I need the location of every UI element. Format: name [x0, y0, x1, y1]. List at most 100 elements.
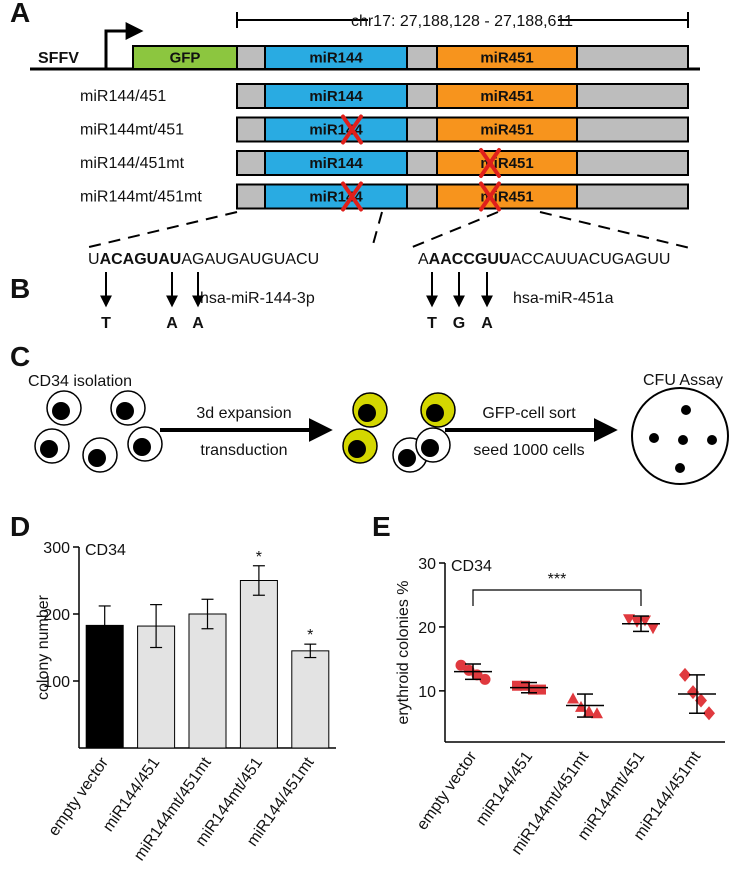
nucleus — [358, 404, 376, 422]
y-tick-label: 10 — [418, 684, 436, 701]
promoter-label: SFFV — [38, 50, 79, 67]
mir451-box — [436, 150, 578, 176]
nucleus — [421, 439, 439, 457]
cross-stroke — [479, 181, 501, 212]
sequence-part: ACAGUAU — [100, 251, 182, 268]
error-bar — [201, 598, 214, 630]
step-label: CFU Assay — [643, 372, 723, 389]
chart-title: CD34 — [85, 542, 126, 559]
step-label: transduction — [200, 442, 287, 459]
error-bar — [689, 674, 705, 714]
error-bar — [304, 643, 317, 659]
mutation-cross — [341, 181, 363, 212]
zoom-lines — [84, 211, 691, 249]
colonies — [649, 405, 717, 473]
panel-label: D — [10, 511, 30, 542]
data-point — [703, 706, 715, 721]
nucleus — [133, 438, 151, 456]
mutation-base: A — [166, 315, 178, 332]
significance-label: * — [256, 549, 262, 566]
bracket-gap — [368, 9, 558, 31]
construct-label: miR144mt/451 — [80, 122, 184, 139]
step-label: GFP-cell sort — [482, 405, 576, 422]
significance-label: * — [307, 627, 313, 644]
panel-label: C — [10, 341, 30, 372]
nucleus — [40, 440, 58, 458]
error-bar — [577, 693, 593, 718]
construct-label: miR144mt/451mt — [80, 189, 202, 206]
mutation-base: T — [101, 315, 111, 332]
data-point — [591, 707, 603, 719]
y-tick-label: 100 — [43, 674, 70, 691]
step-label: seed 1000 cells — [473, 442, 584, 459]
step-label: 3d expansion — [196, 405, 291, 422]
panel-label: B — [10, 273, 30, 304]
mir144-box — [264, 150, 408, 176]
nucleus — [426, 404, 444, 422]
data-point — [575, 700, 587, 712]
sequence: AAACCGUUACCAUUACUGAGUU — [418, 251, 670, 268]
data-point — [647, 623, 659, 635]
promoter-arrow — [104, 22, 144, 68]
construct-label: miR144/451 — [80, 88, 166, 105]
cross-stroke — [479, 148, 501, 178]
cross-stroke — [341, 114, 363, 145]
mir451-box — [436, 45, 578, 70]
bar — [188, 613, 227, 749]
mir451-label: miR451 — [480, 50, 533, 67]
mir144-box — [264, 183, 408, 210]
mir144-label: miR144 — [309, 50, 363, 67]
mir144-label: miR144 — [309, 88, 363, 105]
nucleus — [52, 402, 70, 420]
step-label: CD34 isolation — [28, 373, 132, 390]
mutation-cross — [479, 181, 501, 212]
mir451-box — [436, 116, 578, 143]
mir144-box — [264, 116, 408, 143]
nucleus — [398, 449, 416, 467]
sequence: UACAGUAUAGAUGAUGUACU — [88, 251, 319, 268]
sequence-part: ACCAUUACUGAGUU — [510, 251, 670, 268]
y-tick-label: 300 — [43, 540, 70, 557]
mirna-name: hsa-miR-144-3p — [200, 290, 315, 307]
data-point — [631, 616, 643, 628]
mir144-label: miR144 — [309, 155, 363, 172]
mirna-name: hsa-miR-451a — [513, 290, 614, 307]
mutation-base: T — [427, 315, 437, 332]
nucleus — [88, 449, 106, 467]
sequence-part: AGAUGAUGUACU — [181, 251, 319, 268]
significance-label: *** — [548, 571, 567, 588]
mir144-box — [264, 45, 408, 70]
data-point — [687, 685, 699, 700]
y-tick-label: 30 — [418, 556, 436, 573]
y-tick-label: 200 — [43, 607, 70, 624]
data-point — [536, 684, 546, 695]
error-bar — [98, 605, 111, 646]
data-point — [512, 680, 522, 691]
bar — [291, 650, 330, 749]
data-point — [695, 693, 707, 708]
x-tick-label: miR144/451 — [473, 748, 536, 829]
mir144-box — [264, 83, 408, 109]
sequence-part: AACCGUU — [429, 251, 511, 268]
sequence-part: U — [88, 251, 100, 268]
y-tick-label: 20 — [418, 620, 436, 637]
mutation-base: G — [453, 315, 465, 332]
region-label: chr17: 27,188,128 - 27,188,611 — [351, 13, 573, 30]
mutation-cross — [479, 148, 501, 178]
data-point — [567, 692, 579, 704]
data-point — [528, 684, 538, 695]
chart-title: CD34 — [451, 558, 492, 575]
data-point — [455, 659, 467, 671]
sequence-part: A — [418, 251, 429, 268]
panel-label: A — [10, 0, 30, 28]
y-axis-label: colony number — [35, 594, 52, 700]
y-axis-label: erythroid colonies % — [395, 580, 412, 724]
significance-bracket — [472, 589, 642, 606]
cross-stroke — [341, 181, 363, 212]
panel-label: E — [372, 511, 391, 542]
data-point — [679, 667, 691, 682]
construct-label: miR144/451mt — [80, 155, 185, 172]
x-tick-label: empty vector — [414, 748, 481, 833]
gfp-label: GFP — [170, 50, 201, 67]
